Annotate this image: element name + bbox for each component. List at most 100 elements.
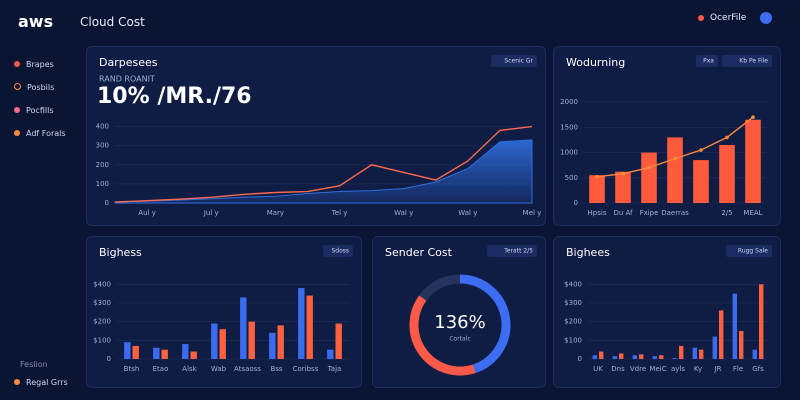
x-tick-label: MeiC [649,365,666,373]
bar [161,349,168,359]
user-button[interactable]: OcerFile [698,12,773,24]
bar [211,323,218,359]
y-tick-label: 0 [105,199,109,207]
x-tick-label: Gfs [752,365,764,373]
bar [277,325,284,359]
panel-title: Bighees [566,246,610,259]
y-tick-label: 200 [96,161,109,169]
x-tick-label: Aul y [138,209,156,217]
user-name[interactable]: OcerFile [710,13,747,23]
x-tick-label: JR [714,365,722,373]
bar [190,351,197,359]
bar [153,347,160,359]
bar [612,356,617,359]
donut-segment [409,295,476,376]
bar [182,344,189,359]
bar [732,293,737,359]
app-title: Cloud Cost [80,15,145,29]
x-tick-label: Alsk [182,365,197,373]
bar [124,342,131,359]
y-tick-label: $200 [564,318,582,326]
y-tick-label: 1500 [560,123,578,131]
x-tick-label: Wal y [458,209,477,217]
bar [615,171,631,203]
line-point [725,135,729,140]
y-tick-label: 0 [574,199,578,207]
trend-panel: Wodurning Kb Pe File Pxa 0 500 1000 1500 2000 Hp… [553,46,781,226]
bar [719,310,724,359]
center-value: 136% [434,312,485,333]
bar [679,345,684,359]
x-tick-label: Jul y [203,209,219,217]
nav-label[interactable]: Adf Forals [26,129,66,138]
nav-label[interactable]: Pocfills [26,106,54,115]
nav-label[interactable]: Posbils [27,83,55,92]
bar [306,295,313,359]
y-tick-label: $300 [93,299,111,307]
x-tick-label: Ky [694,365,702,373]
y-tick-label: 1000 [560,149,578,157]
panel-title: Sender Cost [385,246,453,259]
bars-panel: Bighees Rugg Sale 0 $100 $200 $300 $400 UK Dns Vd… [553,236,781,388]
bar [672,358,677,359]
nav-label[interactable]: Regal Grrs [26,378,68,387]
x-tick-label: Btsh [124,365,140,373]
x-tick-label: Mel y [523,209,542,217]
badge-box [696,55,718,67]
x-tick-label: ayls [671,365,685,373]
bar [692,347,697,359]
line-point [621,171,625,176]
sidebar-footer: Feslion [20,360,48,369]
avatar[interactable] [760,12,773,24]
bar [269,332,276,359]
badge: Scenic Gr [504,58,533,65]
nav-item[interactable]: Adf Forals [14,129,66,138]
bar [327,349,334,359]
nav-item[interactable]: Regal Grrs [14,378,68,387]
bar [693,160,709,203]
badge-box [491,55,537,67]
bars-panel: Bighess Sdoss 0 $100 $200 $300 $400 Btsh Etao Als… [86,236,362,388]
y-tick-label: $400 [564,280,582,288]
line [114,125,533,203]
nav-item[interactable]: Brapes [14,60,66,69]
badge: Kb Pe File [739,58,768,65]
line-point [647,165,651,170]
x-tick-label: Atsaoss [234,365,261,373]
bar [759,284,764,359]
bar [699,349,704,359]
badge: Rugg Sale [738,248,768,255]
y-tick-label: $100 [564,336,582,344]
bar [641,152,657,203]
y-tick-label: $200 [93,318,111,326]
y-tick-label: 0 [578,355,582,363]
bar [639,354,644,359]
bar [335,323,342,359]
nav-item[interactable]: Pocfills [14,106,66,115]
bar [752,349,757,359]
badge-box [323,245,353,257]
y-tick-label: 2000 [560,98,578,106]
y-tick-label: 400 [96,123,109,131]
panel-title: Wodurning [566,56,625,69]
y-tick-label: 100 [96,180,109,188]
nav-item[interactable]: Posbils [14,83,66,92]
y-tick-label: $300 [564,299,582,307]
badge-box [726,245,772,257]
y-tick-label: 300 [96,142,109,150]
area [114,139,533,204]
y-tick-label: 0 [107,355,111,363]
center-label: Cortalc [449,336,470,343]
x-tick-label: Wal y [394,209,413,217]
x-tick-label: Bss [270,365,282,373]
x-tick-label: Coribss [293,365,319,373]
x-tick-label: Wab [211,365,227,373]
donut-segment [419,274,461,301]
nav-label[interactable]: Brapes [26,60,54,69]
y-tick-label: 500 [565,174,578,182]
bar [667,137,683,203]
y-tick-label: $100 [93,336,111,344]
badge: Teratt 2/5 [503,248,533,255]
